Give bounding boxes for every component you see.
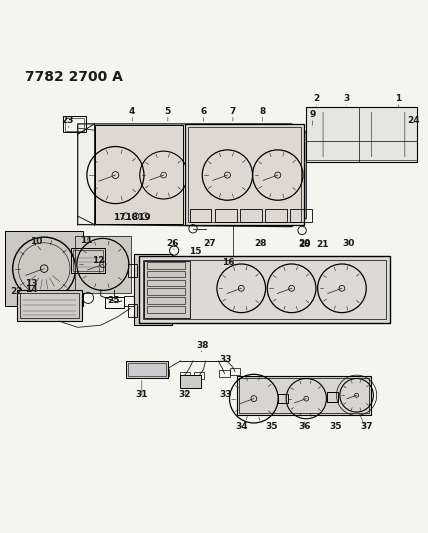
Bar: [147, 288, 184, 295]
Text: 33: 33: [219, 355, 232, 364]
Bar: [134, 254, 172, 325]
Bar: [278, 393, 288, 403]
Text: 4: 4: [129, 107, 135, 116]
Text: 34: 34: [235, 422, 247, 431]
Text: 14: 14: [25, 285, 38, 294]
Bar: [181, 375, 202, 388]
Bar: [139, 256, 390, 323]
Text: 11: 11: [80, 236, 92, 245]
Bar: [265, 209, 287, 222]
Text: 171819: 171819: [113, 213, 151, 222]
Bar: [240, 209, 262, 222]
Bar: [147, 279, 184, 286]
Text: 23: 23: [61, 116, 74, 125]
Text: 26: 26: [166, 239, 178, 248]
Bar: [17, 289, 82, 321]
Bar: [290, 209, 312, 222]
Bar: [306, 107, 417, 161]
Bar: [139, 258, 167, 321]
Bar: [71, 248, 105, 273]
Text: 31: 31: [136, 390, 148, 399]
Bar: [159, 369, 169, 376]
Text: 22: 22: [10, 287, 22, 296]
Bar: [147, 271, 184, 277]
Text: 1: 1: [395, 94, 402, 103]
Text: 37: 37: [360, 422, 372, 431]
Bar: [181, 375, 202, 388]
Bar: [126, 361, 168, 378]
Bar: [143, 261, 190, 318]
Bar: [134, 254, 172, 325]
Text: 32: 32: [178, 390, 191, 399]
Text: 27: 27: [203, 239, 216, 248]
Bar: [230, 368, 240, 375]
Text: 25: 25: [107, 296, 119, 305]
Bar: [128, 363, 166, 376]
Bar: [239, 378, 369, 413]
Bar: [20, 293, 78, 318]
Text: 5: 5: [165, 107, 171, 116]
Bar: [124, 296, 140, 306]
Text: 9: 9: [309, 110, 316, 119]
Bar: [147, 306, 184, 313]
Bar: [147, 297, 184, 304]
Bar: [194, 372, 204, 379]
Text: 35: 35: [266, 422, 278, 431]
Bar: [147, 262, 184, 269]
Text: 6: 6: [200, 107, 207, 116]
Bar: [5, 231, 83, 306]
Bar: [184, 124, 304, 224]
Text: 7: 7: [230, 107, 236, 116]
Polygon shape: [78, 124, 306, 227]
Bar: [105, 297, 124, 309]
Bar: [188, 127, 301, 222]
Text: 35: 35: [330, 422, 342, 431]
Bar: [75, 236, 131, 293]
Bar: [139, 256, 390, 323]
Text: 21: 21: [316, 240, 328, 249]
Bar: [237, 376, 371, 415]
Text: 3: 3: [343, 94, 349, 103]
Bar: [184, 124, 304, 224]
Text: 15: 15: [189, 247, 202, 256]
Text: 36: 36: [298, 422, 310, 431]
Text: 10: 10: [30, 237, 42, 246]
Bar: [327, 392, 338, 401]
Bar: [95, 125, 183, 224]
Bar: [95, 125, 183, 224]
Text: 33: 33: [219, 390, 232, 399]
Text: 2: 2: [314, 94, 320, 103]
Bar: [126, 361, 168, 378]
Bar: [143, 260, 386, 319]
Text: 12: 12: [92, 256, 105, 265]
Bar: [237, 376, 371, 415]
Text: 38: 38: [196, 341, 208, 350]
Bar: [17, 289, 82, 321]
Bar: [63, 116, 86, 132]
Text: 7782 2700 A: 7782 2700 A: [25, 70, 123, 84]
Bar: [74, 250, 103, 271]
Bar: [306, 107, 417, 161]
Bar: [128, 264, 137, 277]
Bar: [75, 236, 131, 293]
Bar: [65, 118, 84, 131]
Bar: [190, 209, 211, 222]
Text: 16: 16: [223, 258, 235, 267]
Text: 24: 24: [407, 116, 419, 125]
Text: 13: 13: [25, 279, 38, 288]
Bar: [220, 370, 229, 377]
Bar: [215, 209, 237, 222]
Bar: [180, 372, 190, 379]
Text: 8: 8: [259, 107, 265, 116]
Bar: [128, 304, 137, 317]
Text: 30: 30: [342, 239, 354, 248]
Bar: [5, 231, 83, 306]
Text: 28: 28: [254, 239, 266, 248]
Text: 29: 29: [298, 239, 310, 248]
Bar: [143, 261, 190, 318]
Text: 20: 20: [298, 240, 310, 249]
